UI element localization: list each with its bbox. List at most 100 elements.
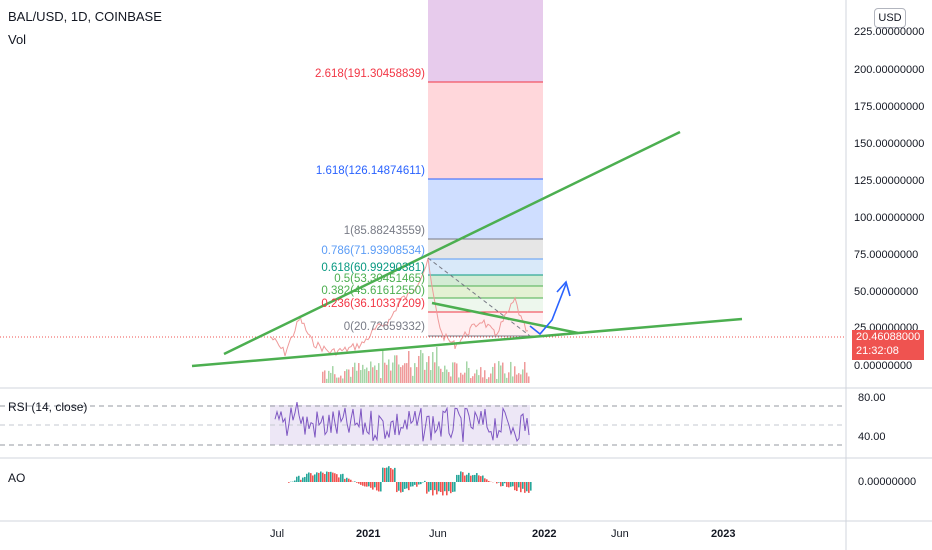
ao-label[interactable]: AO bbox=[8, 471, 26, 485]
price-series-line bbox=[270, 258, 529, 357]
volume-bar bbox=[462, 374, 464, 383]
volume-bar bbox=[408, 351, 410, 383]
volume-bar bbox=[406, 363, 408, 383]
ao-bar bbox=[474, 474, 476, 482]
price-axis-label: 125.00000000 bbox=[854, 175, 925, 187]
volume-bar bbox=[414, 363, 416, 383]
ao-bar bbox=[498, 482, 500, 483]
ao-bar bbox=[370, 482, 372, 488]
volume-bar bbox=[420, 349, 422, 383]
ao-bar bbox=[514, 482, 516, 491]
fib-label-1: 1(85.88243559) bbox=[343, 225, 425, 237]
volume-bar bbox=[504, 373, 506, 383]
ao-axis-zero: 0.00000000 bbox=[858, 476, 917, 488]
volume-bar bbox=[350, 376, 352, 383]
volume-bar bbox=[502, 362, 504, 383]
ao-bar bbox=[426, 482, 428, 494]
ao-bar bbox=[518, 482, 520, 488]
ao-bar bbox=[420, 482, 422, 485]
volume-bar bbox=[336, 377, 338, 383]
volume-bar bbox=[482, 377, 484, 383]
volume-bar bbox=[436, 347, 438, 383]
ao-bar bbox=[372, 482, 374, 490]
volume-bar bbox=[506, 377, 508, 383]
ao-bar bbox=[404, 482, 406, 489]
fib-zone-top bbox=[428, 0, 543, 82]
ao-bar bbox=[330, 471, 332, 482]
ao-bar bbox=[522, 482, 524, 489]
ao-bar bbox=[464, 475, 466, 482]
volume-bar bbox=[374, 365, 376, 383]
time-label-jun-2: Jun bbox=[611, 528, 629, 540]
ao-bar bbox=[510, 482, 512, 487]
ao-bar bbox=[520, 482, 522, 493]
ao-bar bbox=[388, 466, 390, 482]
volume-label[interactable]: Vol bbox=[8, 32, 27, 47]
ao-bar bbox=[354, 481, 356, 482]
ao-bar bbox=[480, 476, 482, 482]
ao-bar bbox=[446, 482, 448, 496]
volume-bar bbox=[380, 378, 382, 383]
volume-bar bbox=[486, 378, 488, 383]
current-price-value: 20.46088000 bbox=[856, 331, 921, 343]
volume-bar bbox=[404, 363, 406, 383]
currency-button[interactable]: USD bbox=[874, 8, 906, 28]
ao-bar bbox=[444, 482, 446, 492]
volume-histogram bbox=[322, 347, 530, 383]
ao-bar bbox=[294, 480, 296, 482]
ao-bar bbox=[524, 482, 526, 493]
volume-bar bbox=[484, 370, 486, 383]
ao-bar bbox=[478, 475, 480, 482]
volume-bar bbox=[514, 366, 516, 383]
ao-bar bbox=[448, 482, 450, 492]
ao-bar bbox=[368, 482, 370, 487]
fib-label-0236: 0.236(36.10337209) bbox=[321, 298, 425, 310]
ao-bar bbox=[302, 477, 304, 482]
ao-bar bbox=[300, 479, 302, 482]
fib-label-05: 0.5(53.30451465) bbox=[334, 273, 425, 285]
ao-bar bbox=[344, 478, 346, 482]
time-label-jul: Jul bbox=[270, 528, 285, 540]
volume-bar bbox=[432, 352, 434, 383]
ao-bar bbox=[462, 472, 464, 482]
ao-bar bbox=[460, 471, 462, 482]
time-label-jun: Jun bbox=[429, 528, 447, 540]
volume-bar bbox=[402, 365, 404, 383]
volume-bar bbox=[370, 361, 372, 383]
ao-bar bbox=[362, 482, 364, 486]
volume-bar bbox=[450, 376, 452, 383]
volume-bar bbox=[454, 362, 456, 383]
volume-bar bbox=[376, 369, 378, 383]
volume-bar bbox=[398, 364, 400, 383]
symbol-title[interactable]: BAL/USD, 1D, COINBASE bbox=[8, 9, 162, 24]
volume-bar bbox=[348, 369, 350, 383]
volume-bar bbox=[326, 378, 328, 383]
volume-bar bbox=[426, 362, 428, 383]
rsi-series-line bbox=[274, 402, 530, 443]
ao-bar bbox=[438, 482, 440, 492]
volume-bar bbox=[478, 375, 480, 383]
volume-bar bbox=[494, 363, 496, 383]
ao-bar bbox=[378, 482, 380, 492]
volume-bar bbox=[334, 374, 336, 383]
rsi-axis-80: 80.00 bbox=[858, 392, 886, 404]
price-axis-label: 75.00000000 bbox=[854, 249, 919, 261]
volume-bar bbox=[358, 363, 360, 383]
volume-bar bbox=[464, 372, 466, 383]
volume-bar bbox=[390, 370, 392, 383]
ao-bar bbox=[452, 482, 454, 492]
ao-bar bbox=[530, 482, 532, 491]
ao-bar bbox=[504, 482, 506, 484]
fib-label-0618: 0.618(60.99290381) bbox=[321, 262, 425, 274]
ao-bar bbox=[406, 482, 408, 489]
ao-bar bbox=[316, 472, 318, 482]
ao-bar bbox=[414, 482, 416, 485]
rsi-label[interactable]: RSI (14, close) bbox=[8, 400, 88, 414]
ao-bar bbox=[428, 482, 430, 492]
ao-bar bbox=[394, 467, 396, 482]
volume-bar bbox=[322, 371, 324, 383]
ao-bar bbox=[500, 482, 502, 487]
volume-bar bbox=[384, 362, 386, 383]
ao-bar bbox=[506, 482, 508, 487]
